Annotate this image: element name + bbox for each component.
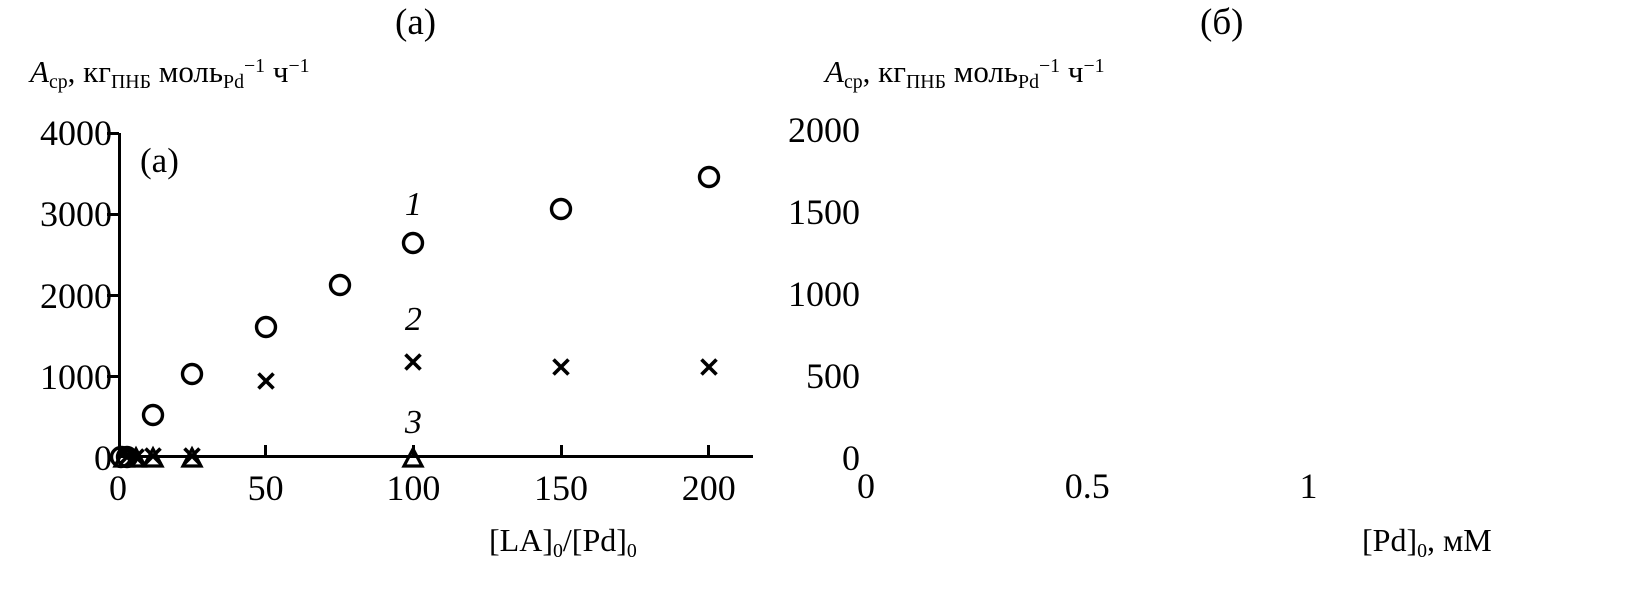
y-axis-unit-3-superscript: −1	[1083, 54, 1105, 77]
y-axis-comma: ,	[862, 54, 879, 89]
y-tick-label: 1500	[788, 192, 860, 232]
y-axis-unit-2: моль	[953, 54, 1019, 89]
panel-b-y-axis-title: Aср, кгПНБ мольPd−1 ч−1	[825, 54, 1105, 92]
series-label-3: 3	[404, 404, 422, 442]
x-axis-part-1-subscript: 0	[1417, 539, 1428, 562]
y-tick-label: 0	[94, 438, 112, 478]
x-axis-part-2: , мМ	[1427, 522, 1492, 558]
y-tick-mark	[107, 212, 119, 216]
y-axis-symbol-subscript: ср	[48, 70, 68, 93]
data-point-triangle	[109, 443, 139, 473]
y-axis-unit-1-subscript: ПНБ	[905, 70, 946, 93]
y-axis-unit-1-subscript: ПНБ	[110, 70, 151, 93]
y-axis-unit-2-subscript: Pd	[223, 70, 244, 93]
data-point-triangle	[177, 443, 207, 473]
y-tick-label: 1000	[788, 274, 860, 314]
y-axis-unit-2: моль	[158, 54, 224, 89]
data-point-circle	[325, 270, 355, 300]
x-tick-label: 50	[247, 468, 284, 508]
series-label-2: 2	[404, 300, 422, 338]
panel-b-top-caption: (б)	[1200, 2, 1244, 43]
panel-a-y-axis-line	[118, 133, 121, 458]
x-tick-label: 100	[386, 468, 441, 508]
x-tick-mark	[559, 445, 563, 458]
data-point-circle	[177, 359, 207, 389]
y-axis-comma: ,	[67, 54, 84, 89]
panel-a-top-caption: (а)	[395, 2, 437, 43]
data-point-circle	[398, 228, 428, 258]
x-tick-mark	[707, 445, 711, 458]
y-tick-mark	[107, 131, 119, 135]
data-point-circle	[138, 400, 168, 430]
x-axis-part-1-subscript: 0	[552, 539, 563, 562]
x-axis-part-1: [LA]	[489, 522, 553, 558]
panel-a: (а) Aср, кгПНБ мольPd−1 ч−1 [LA]0/[Pd]0 …	[0, 0, 800, 616]
y-axis-symbol: A	[825, 54, 844, 89]
panel-b-x-axis-title: [Pd]0, мМ	[1362, 522, 1492, 561]
x-tick-label: 0	[857, 466, 875, 506]
x-axis-part-2: /[Pd]	[562, 522, 627, 558]
y-tick-mark	[107, 294, 119, 297]
y-axis-unit-2-superscript: −1	[244, 54, 266, 77]
panel-a-inner-caption: (а)	[140, 141, 179, 180]
y-axis-unit-3: ч	[1067, 54, 1084, 89]
data-point-circle	[251, 312, 281, 342]
y-tick-mark	[107, 375, 119, 379]
x-tick-label: 1	[1299, 466, 1318, 506]
y-axis-unit-2-superscript: −1	[1039, 54, 1061, 77]
x-tick-label: 0	[109, 468, 127, 508]
data-point-cross	[546, 352, 576, 382]
x-tick-label: 0.5	[1064, 466, 1110, 506]
y-tick-label: 0	[842, 438, 860, 478]
x-axis-part-1: [Pd]	[1362, 522, 1418, 558]
y-tick-label: 3000	[40, 194, 112, 235]
y-tick-label: 2000	[788, 110, 860, 150]
y-axis-unit-1: кг	[83, 54, 111, 89]
y-axis-unit-1: кг	[878, 54, 906, 89]
x-tick-mark	[264, 445, 268, 458]
data-point-cross	[694, 352, 724, 382]
y-axis-symbol: A	[30, 54, 49, 89]
data-point-circle	[694, 162, 724, 192]
data-point-circle	[546, 194, 576, 224]
panel-a-y-axis-title: Aср, кгПНБ мольPd−1 ч−1	[30, 54, 310, 92]
x-tick-label: 200	[681, 468, 736, 508]
y-axis-symbol-subscript: ср	[843, 70, 863, 93]
panel-a-x-axis-line	[118, 455, 753, 458]
data-point-triangle	[138, 443, 168, 473]
x-tick-label: 150	[534, 468, 589, 508]
data-point-cross	[251, 366, 281, 396]
data-point-triangle	[121, 443, 151, 473]
y-tick-label: 500	[806, 356, 860, 396]
panel-a-x-axis-title: [LA]0/[Pd]0	[489, 522, 637, 561]
y-axis-unit-3-superscript: −1	[288, 54, 310, 77]
data-point-cross	[398, 347, 428, 377]
data-point-triangle	[398, 443, 428, 473]
y-tick-label: 1000	[40, 356, 112, 397]
y-axis-unit-3: ч	[272, 54, 289, 89]
x-axis-part-2-subscript: 0	[626, 539, 637, 562]
panel-a-plot-area: (а) 1 2 3	[107, 131, 753, 469]
y-axis-unit-2-subscript: Pd	[1018, 70, 1039, 93]
y-tick-label: 4000	[40, 113, 112, 153]
y-tick-label: 2000	[40, 275, 112, 316]
panel-b: (б) Aср, кгПНБ мольPd−1 ч−1 [Pd]0, мМ (б…	[788, 0, 1631, 616]
series-label-1: 1	[404, 185, 422, 223]
